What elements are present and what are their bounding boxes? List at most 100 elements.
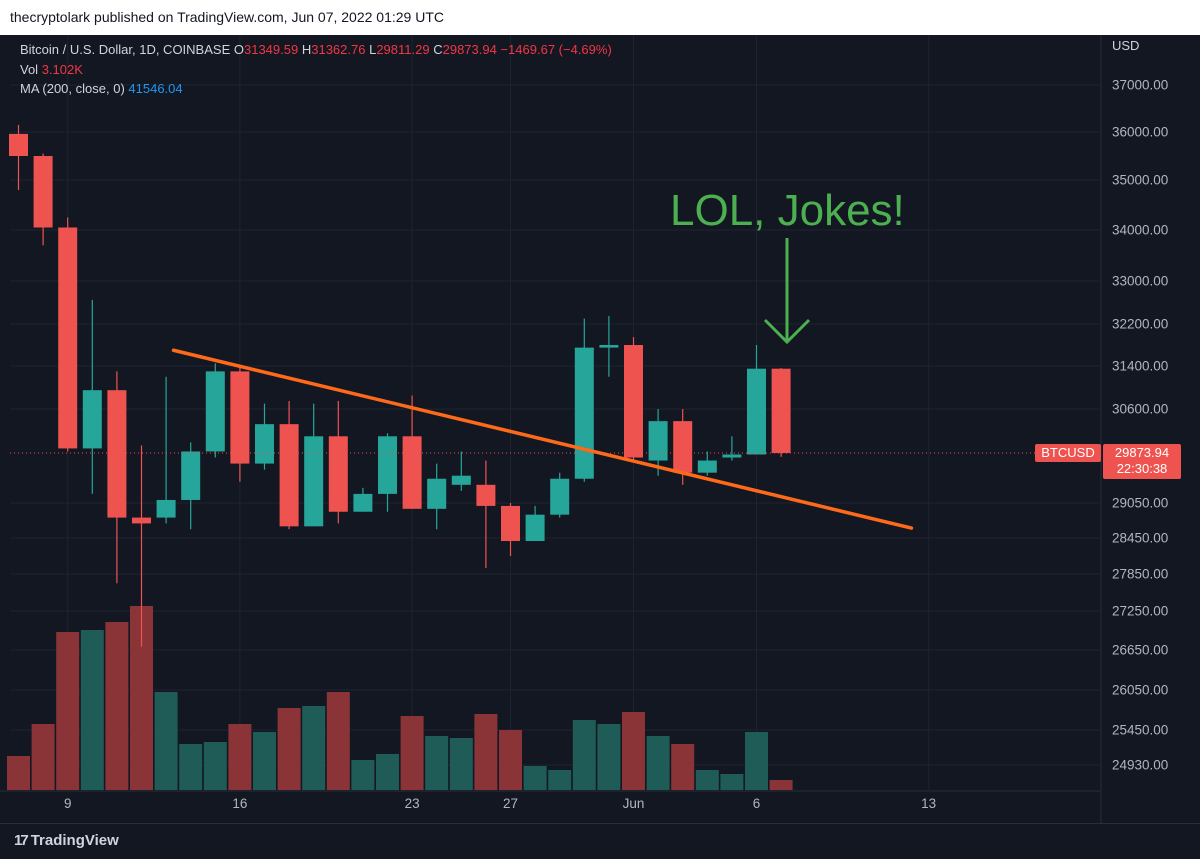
y-tick-label: 28450.00	[1112, 531, 1168, 546]
candle-body	[550, 478, 570, 515]
volume-row: Vol 3.102K	[20, 60, 612, 80]
low-label: L	[369, 42, 377, 57]
ma-value: 41546.04	[128, 81, 183, 96]
volume-bar	[130, 606, 153, 790]
candle-body	[574, 347, 594, 479]
close-label: C	[433, 42, 443, 57]
candle-body	[476, 484, 496, 506]
volume-bar	[474, 714, 498, 790]
candle-body	[771, 368, 791, 454]
last-price-value: 29873.94	[1114, 445, 1170, 460]
candle-body	[58, 227, 78, 449]
volume-bar	[154, 692, 178, 790]
candle-body	[205, 371, 225, 452]
candle-body	[107, 390, 127, 518]
candle-body	[648, 421, 668, 461]
candle-body	[279, 424, 299, 527]
candle-body	[255, 424, 274, 464]
y-tick-label: 33000.00	[1112, 274, 1168, 289]
candle-body	[451, 475, 471, 485]
y-tick-label: 32200.00	[1112, 317, 1168, 332]
y-tick-label: 34000.00	[1112, 223, 1168, 238]
volume-bar	[400, 716, 424, 790]
candle-body	[624, 345, 643, 458]
volume-bar	[376, 754, 399, 790]
volume-bar	[646, 736, 670, 790]
chart-legend: Bitcoin / U.S. Dollar, 1D, COINBASE O313…	[20, 40, 612, 99]
candle-body	[501, 505, 520, 541]
volume-bar	[80, 630, 104, 790]
volume-bar	[572, 720, 596, 790]
x-tick-label: 16	[232, 796, 247, 811]
symbol-label[interactable]: Bitcoin / U.S. Dollar, 1D, COINBASE	[20, 42, 231, 57]
publish-header: thecryptolark published on TradingView.c…	[0, 0, 1200, 35]
volume-bar	[277, 708, 301, 790]
volume-bar	[56, 632, 80, 790]
candle-body	[82, 390, 102, 449]
x-tick-label: 9	[64, 796, 72, 811]
volume-bar	[302, 706, 326, 790]
y-tick-label: 29050.00	[1112, 496, 1168, 511]
candle-body	[599, 345, 619, 348]
volume-bar	[523, 766, 547, 790]
tradingview-logo-icon: 17	[14, 832, 29, 849]
last-price-badge: 29873.94 22:30:38	[1103, 444, 1181, 479]
candle-body	[304, 436, 324, 527]
tradingview-brand: TradingView	[30, 832, 119, 849]
candle-body	[427, 478, 447, 509]
volume-bar	[425, 736, 449, 790]
candle-body	[378, 436, 397, 494]
ohlc-row: Bitcoin / U.S. Dollar, 1D, COINBASE O313…	[20, 40, 612, 60]
open-value: 31349.59	[243, 42, 299, 57]
volume-bar	[720, 774, 744, 790]
volume-bar	[671, 744, 695, 790]
volume-bar	[449, 738, 473, 790]
y-tick-label: 36000.00	[1112, 125, 1168, 140]
candle-body	[402, 436, 422, 509]
bar-countdown: 22:30:38	[1116, 461, 1168, 476]
volume-bar	[622, 712, 645, 790]
x-tick-label: 27	[503, 796, 518, 811]
volume-bar	[105, 622, 129, 790]
candle-body	[328, 436, 348, 512]
candle-body	[722, 454, 742, 458]
currency-label[interactable]: USD	[1112, 38, 1140, 53]
low-value: 29811.29	[376, 42, 430, 57]
volume-bar	[499, 730, 522, 790]
volume-bar	[769, 780, 793, 790]
ma-label[interactable]: MA (200, close, 0)	[20, 81, 125, 96]
volume-bar	[228, 724, 252, 790]
volume-bar	[597, 724, 621, 790]
volume-bar	[179, 744, 203, 790]
symbol-price-badge: BTCUSD	[1035, 444, 1101, 462]
open-label: O	[233, 42, 244, 57]
volume-bar	[695, 770, 719, 790]
volume-label[interactable]: Vol	[20, 61, 39, 77]
candle-body	[697, 460, 717, 473]
candle-body	[9, 133, 28, 156]
chart-area[interactable]	[0, 35, 1200, 823]
volume-bar	[31, 724, 55, 790]
volume-bar	[548, 770, 572, 790]
annotation-text[interactable]: LOL, Jokes!	[670, 186, 905, 235]
y-tick-label: 31400.00	[1112, 359, 1168, 374]
volume-bar	[745, 732, 768, 790]
x-tick-label: 23	[405, 796, 420, 811]
candle-body	[230, 371, 250, 464]
candle-body	[525, 514, 545, 541]
candle-body	[156, 499, 176, 518]
high-value: 31362.76	[311, 42, 366, 57]
x-tick-label: Jun	[623, 796, 645, 811]
y-tick-label: 25450.00	[1112, 723, 1168, 738]
volume-bar	[7, 756, 30, 790]
volume-bar	[253, 732, 276, 790]
volume-bar	[203, 742, 227, 790]
candle-body	[747, 368, 766, 455]
candle-body	[181, 451, 201, 500]
x-tick-label: 6	[753, 796, 761, 811]
tradingview-logo[interactable]: 17 TradingView	[14, 832, 119, 849]
volume-bar	[326, 692, 350, 790]
candle-body	[673, 421, 693, 473]
candle-body	[33, 156, 53, 228]
